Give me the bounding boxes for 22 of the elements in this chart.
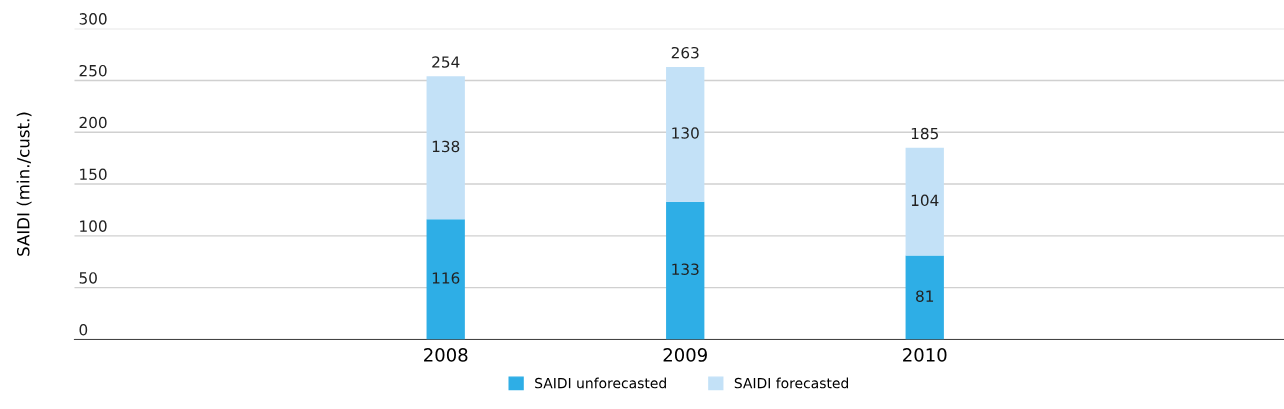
y-tick-label: 300 (79, 13, 107, 25)
total-label: 185 (911, 127, 938, 140)
x-tick-label: 2010 (903, 348, 947, 362)
x-tick-label: 2008 (424, 348, 468, 362)
y-tick-label: 0 (79, 323, 88, 336)
y-tick-label: 200 (79, 116, 107, 129)
total-label: 254 (432, 56, 460, 68)
data-label: 116 (432, 272, 460, 284)
total-label: 263 (671, 46, 699, 59)
y-tick-label: 100 (80, 220, 107, 232)
y-tick-label: 150 (80, 168, 107, 181)
x-tick-label: 2009 (663, 348, 707, 362)
legend-label: SAIDI unforecasted (535, 377, 666, 389)
data-label: 138 (432, 140, 460, 153)
data-label: 130 (672, 127, 699, 139)
legend-label: SAIDI forecasted (734, 377, 849, 389)
data-label: 133 (672, 263, 699, 275)
y-tick-label: 50 (79, 272, 97, 284)
data-label: 104 (911, 194, 939, 207)
y-axis-title: SAIDI (min./cust.) (16, 112, 32, 256)
data-label: 81 (916, 290, 934, 302)
y-tick-label: 250 (79, 64, 107, 77)
